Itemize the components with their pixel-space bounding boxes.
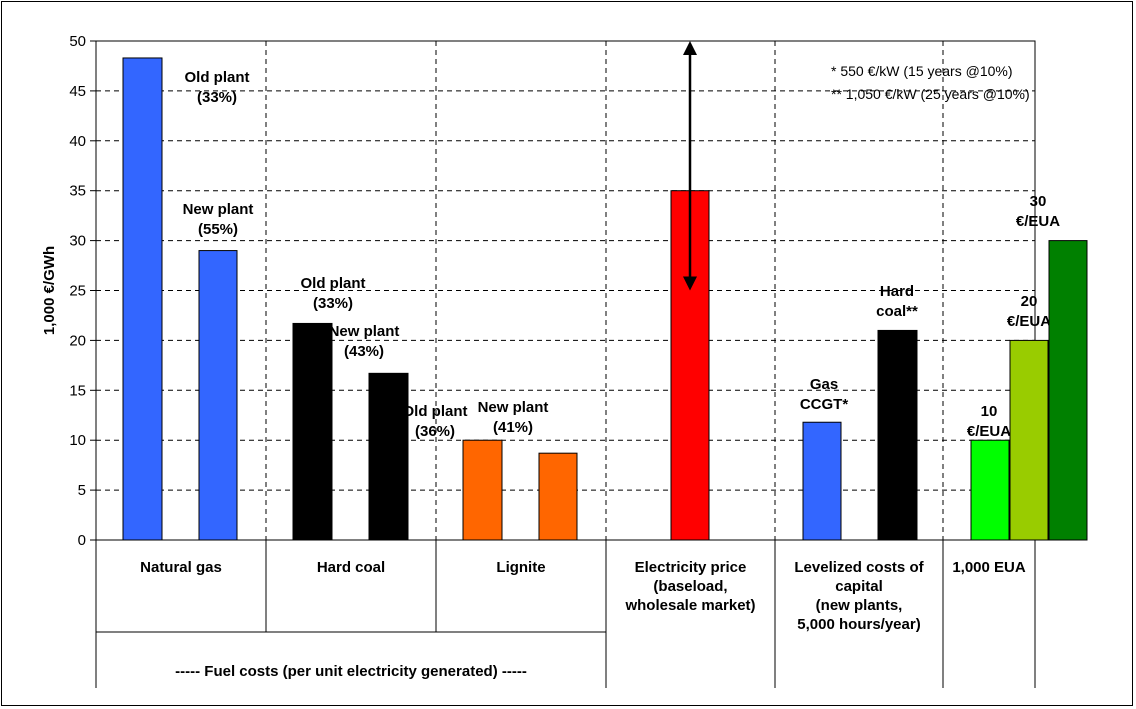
footnote-capital-coal: ** 1,050 €/kW (25 years @10%) <box>831 86 1030 102</box>
category-label: Levelized costs of <box>794 559 924 576</box>
bar-label: Old plant <box>185 69 250 86</box>
bar-label: €/EUA <box>1007 313 1051 330</box>
bar-label: Gas <box>810 376 838 393</box>
category-label: capital <box>835 578 883 595</box>
y-tick-label: 15 <box>69 382 86 399</box>
category-label: wholesale market) <box>624 597 755 614</box>
bar-label: 30 <box>1030 193 1047 210</box>
y-tick-label: 40 <box>69 133 86 150</box>
bar-label: (43%) <box>344 343 384 360</box>
bar <box>122 57 163 541</box>
bar-label: (33%) <box>313 295 353 312</box>
y-tick-label: 45 <box>69 83 86 100</box>
bar-label: (55%) <box>198 221 238 238</box>
category-label: (baseload, <box>653 578 727 595</box>
y-tick-label: 35 <box>69 183 86 200</box>
price-range-arrowhead-down <box>683 276 697 291</box>
bar-label: Old plant <box>403 403 468 420</box>
bar-label: New plant <box>329 323 400 340</box>
bar <box>198 250 238 541</box>
bar-label: Old plant <box>301 275 366 292</box>
bar-label: (36%) <box>415 423 455 440</box>
bar-label: (41%) <box>493 419 533 436</box>
bar <box>970 439 1010 541</box>
y-tick-label: 0 <box>78 532 86 549</box>
bar-label: (33%) <box>197 89 237 106</box>
category-label: 5,000 hours/year) <box>797 616 920 633</box>
bar <box>368 372 409 541</box>
bar <box>462 439 503 541</box>
bar-label: coal** <box>876 303 918 320</box>
y-tick-label: 25 <box>69 283 86 300</box>
bar-label: €/EUA <box>967 423 1011 440</box>
bar <box>877 329 918 541</box>
fuel-costs-label: ----- Fuel costs (per unit electricity g… <box>175 663 527 680</box>
y-tick-label: 20 <box>69 332 86 349</box>
y-tick-label: 5 <box>78 482 86 499</box>
bar-label: €/EUA <box>1016 213 1060 230</box>
bar <box>1009 339 1049 541</box>
category-label: Natural gas <box>140 559 222 576</box>
bar-label: New plant <box>478 399 549 416</box>
bar <box>802 421 842 541</box>
y-axis-label: 1,000 €/GWh <box>41 246 58 335</box>
category-label: Lignite <box>496 559 545 576</box>
category-label: (new plants, <box>816 597 903 614</box>
y-tick-label: 10 <box>69 432 86 449</box>
bar-label: 20 <box>1021 293 1038 310</box>
bar-label: Hard <box>880 283 914 300</box>
footnote-capital-gas: * 550 €/kW (15 years @10%) <box>831 63 1013 79</box>
bar <box>292 322 333 541</box>
bar <box>538 452 578 541</box>
bar-label: 10 <box>981 403 998 420</box>
category-label: Electricity price <box>635 559 747 576</box>
category-label: Hard coal <box>317 559 385 576</box>
bar <box>1048 240 1088 541</box>
y-tick-label: 30 <box>69 233 86 250</box>
y-tick-label: 50 <box>69 33 86 50</box>
bar-label: New plant <box>183 201 254 218</box>
bar-label: CCGT* <box>800 396 848 413</box>
price-range-arrowhead-up <box>683 41 697 55</box>
category-label: 1,000 EUA <box>952 559 1026 576</box>
